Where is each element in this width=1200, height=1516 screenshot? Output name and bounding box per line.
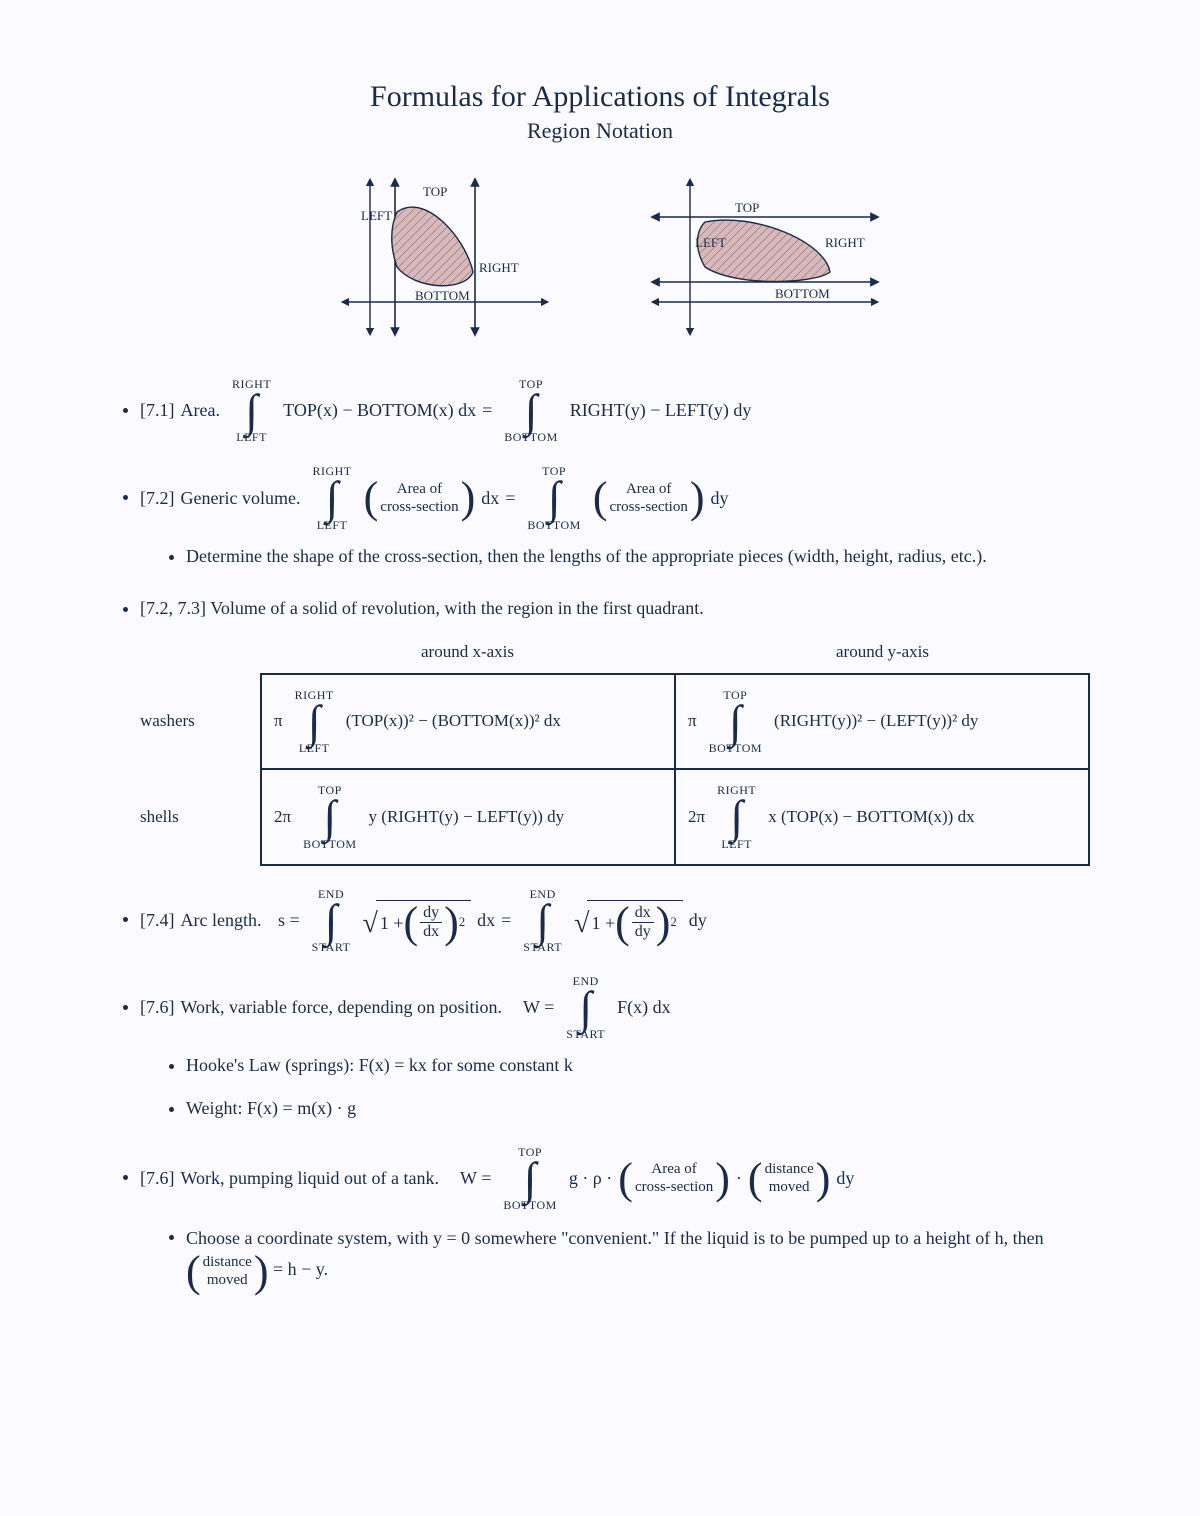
page-subtitle: Region Notation bbox=[110, 118, 1090, 144]
svg-text:TOP: TOP bbox=[735, 200, 759, 215]
svg-text:BOTTOM: BOTTOM bbox=[775, 286, 830, 301]
item-work-pump: [7.6] Work, pumping liquid out of a tank… bbox=[140, 1146, 1090, 1290]
integral: RIGHT ∫ LEFT bbox=[232, 378, 271, 443]
generic-volume-note: Determine the shape of the cross-section… bbox=[186, 541, 1090, 572]
label-bottom: BOTTOM bbox=[415, 288, 470, 303]
label-top: TOP bbox=[423, 184, 447, 199]
col-y-axis: around y-axis bbox=[675, 638, 1090, 673]
label-right: RIGHT bbox=[479, 260, 519, 275]
hooke-note: Hooke's Law (springs): F(x) = kx for som… bbox=[186, 1050, 1090, 1081]
svg-text:RIGHT: RIGHT bbox=[825, 235, 865, 250]
col-x-axis: around x-axis bbox=[260, 638, 675, 673]
pump-note: Choose a coordinate system, with y = 0 s… bbox=[186, 1221, 1090, 1289]
item-work-force: [7.6] Work, variable force, depending on… bbox=[140, 975, 1090, 1124]
diagram-dx: TOP BOTTOM LEFT RIGHT bbox=[315, 172, 555, 342]
item-arc-length: [7.4] Arc length. s = END ∫ START √ 1 + … bbox=[140, 888, 1090, 953]
row-washers: washers bbox=[140, 673, 260, 769]
label-left: LEFT bbox=[361, 208, 392, 223]
row-shells: shells bbox=[140, 769, 260, 865]
region-diagrams: TOP BOTTOM LEFT RIGHT TOP BOTTOM LEFT RI… bbox=[110, 172, 1090, 342]
cell-shells-y: 2π RIGHT ∫ LEFT x (TOP(x) − BOTTOM(x)) d… bbox=[675, 769, 1089, 864]
item-solid-revolution: [7.2, 7.3] Volume of a solid of revoluti… bbox=[140, 593, 1090, 865]
revolution-table: around x-axis around y-axis washers shel… bbox=[140, 638, 1090, 866]
integral: TOP ∫ BOTTOM bbox=[504, 378, 557, 443]
weight-note: Weight: F(x) = m(x) · g bbox=[186, 1093, 1090, 1124]
item-area: [7.1] Area. RIGHT ∫ LEFT TOP(x) − BOTTOM… bbox=[140, 378, 1090, 443]
cell-washers-y: π TOP ∫ BOTTOM (RIGHT(y))² − (LEFT(y))² … bbox=[675, 674, 1089, 769]
cell-washers-x: π RIGHT ∫ LEFT (TOP(x))² − (BOTTOM(x))² … bbox=[261, 674, 675, 769]
cell-shells-x: 2π TOP ∫ BOTTOM y (RIGHT(y) − LEFT(y)) d… bbox=[261, 769, 675, 864]
page-title: Formulas for Applications of Integrals bbox=[110, 80, 1090, 114]
item-generic-volume: [7.2] Generic volume. RIGHT ∫ LEFT ( Are… bbox=[140, 465, 1090, 571]
page: Formulas for Applications of Integrals R… bbox=[0, 0, 1200, 1516]
svg-text:LEFT: LEFT bbox=[695, 235, 726, 250]
formula-list: [7.1] Area. RIGHT ∫ LEFT TOP(x) − BOTTOM… bbox=[110, 378, 1090, 1289]
diagram-dy: TOP BOTTOM LEFT RIGHT bbox=[645, 172, 885, 342]
